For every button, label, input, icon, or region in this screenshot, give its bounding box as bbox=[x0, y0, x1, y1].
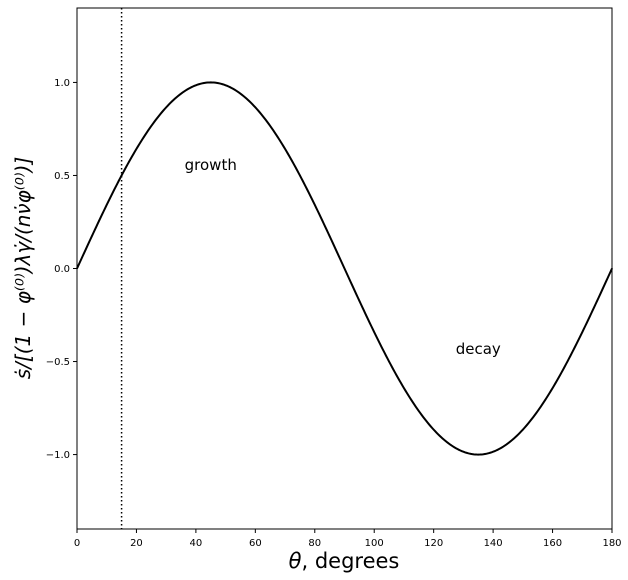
x-tick-label: 20 bbox=[130, 538, 143, 549]
annotation-growth: growth bbox=[185, 156, 237, 174]
data-point bbox=[544, 399, 546, 401]
data-point bbox=[477, 453, 480, 456]
data-point bbox=[254, 106, 257, 109]
data-point bbox=[187, 87, 190, 90]
data-point bbox=[98, 219, 101, 222]
x-tick-label: 160 bbox=[543, 538, 562, 549]
data-point bbox=[388, 360, 390, 363]
data-point bbox=[566, 360, 569, 363]
y-axis-label: ṡ/[(1 − φ⁽⁰⁾)λγ̇/(nν̇φ⁽⁰⁾)] bbox=[11, 157, 35, 380]
x-tick-label: 80 bbox=[308, 538, 321, 549]
x-tick-label: 100 bbox=[365, 538, 384, 549]
annotations: growth decay bbox=[185, 156, 501, 358]
y-tick-label: 1.0 bbox=[54, 78, 70, 89]
data-point bbox=[143, 136, 145, 138]
x-tick-label: 180 bbox=[602, 538, 621, 549]
data-point bbox=[299, 174, 301, 177]
x-axis-label: θ, degrees bbox=[289, 549, 400, 573]
y-tick-label: 0.0 bbox=[54, 264, 70, 275]
data-point bbox=[209, 81, 212, 84]
data-point bbox=[522, 428, 524, 431]
data-point bbox=[432, 428, 435, 431]
annotation-decay: decay bbox=[456, 340, 501, 358]
x-axis-ticks: 0 20 40 60 80 100 120 140 160 180 bbox=[74, 529, 622, 549]
data-point bbox=[76, 267, 78, 270]
x-tick-label: 140 bbox=[484, 538, 503, 549]
data-point bbox=[321, 219, 324, 222]
x-tick-label: 40 bbox=[190, 538, 203, 549]
data-point bbox=[276, 136, 279, 138]
x-tick-label: 0 bbox=[74, 538, 80, 549]
data-point bbox=[611, 267, 613, 270]
series-points bbox=[76, 81, 613, 456]
data-point bbox=[455, 447, 457, 450]
data-point bbox=[165, 106, 167, 109]
data-point bbox=[588, 315, 591, 318]
y-tick-label: 0.5 bbox=[54, 171, 70, 182]
y-tick-label: −1.0 bbox=[46, 450, 70, 461]
data-point bbox=[232, 87, 234, 90]
data-point bbox=[410, 399, 413, 401]
data-point bbox=[365, 315, 368, 318]
x-tick-label: 120 bbox=[424, 538, 443, 549]
x-tick-label: 60 bbox=[249, 538, 262, 549]
y-tick-label: −0.5 bbox=[46, 357, 70, 368]
y-axis-ticks: −1.0 −0.5 0.0 0.5 1.0 bbox=[46, 78, 77, 461]
data-point bbox=[499, 447, 502, 450]
data-point bbox=[120, 174, 123, 177]
data-point bbox=[343, 267, 346, 270]
